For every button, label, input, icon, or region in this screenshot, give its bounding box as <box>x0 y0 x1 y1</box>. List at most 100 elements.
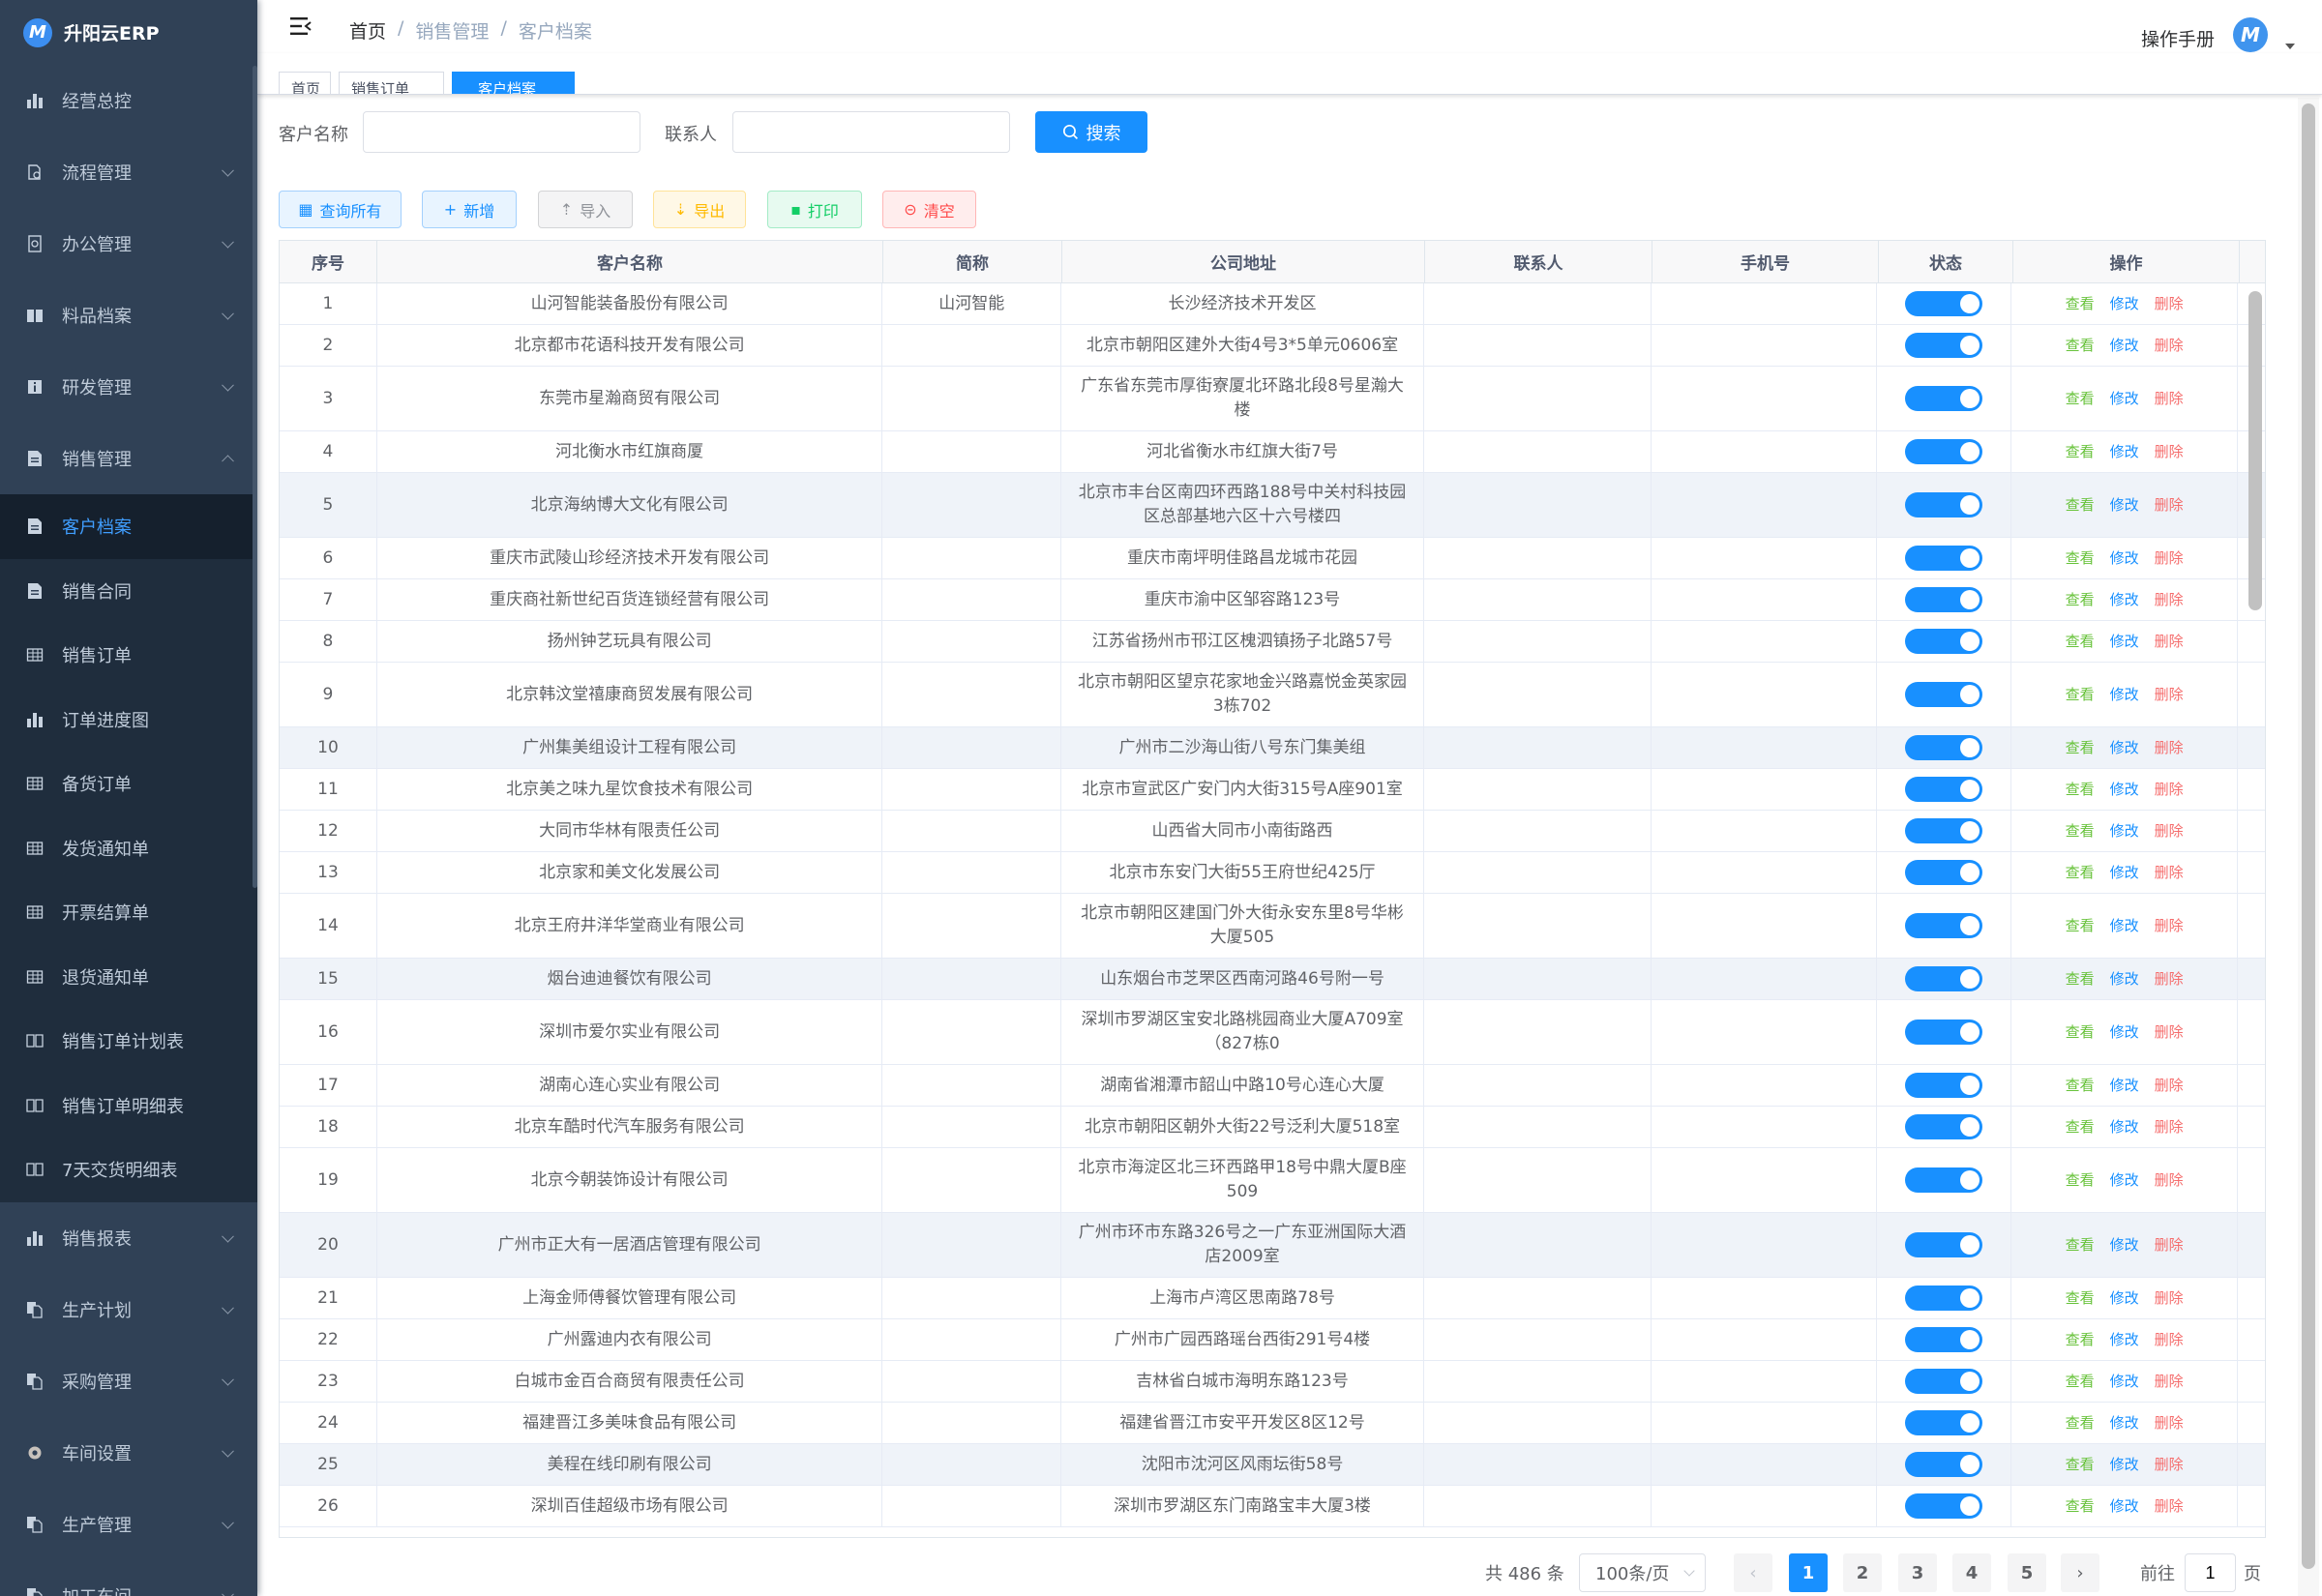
delete-link[interactable]: 删除 <box>2154 1413 2184 1432</box>
view-link[interactable]: 查看 <box>2065 1330 2095 1348</box>
sidebar-item[interactable]: 7天交货明细表 <box>0 1138 257 1202</box>
edit-link[interactable]: 修改 <box>2109 1372 2139 1390</box>
table-row[interactable]: 25 美程在线印刷有限公司 沈阳市沈河区风雨坛街58号 查看 修改 删除 <box>280 1444 2265 1486</box>
sidebar-item[interactable]: 备货订单 <box>0 752 257 816</box>
next-page-button[interactable]: › <box>2061 1553 2099 1592</box>
status-toggle[interactable] <box>1905 777 1983 802</box>
toolbar-button[interactable]: ⊝ 清空 <box>882 191 976 228</box>
status-toggle[interactable] <box>1905 629 1983 654</box>
breadcrumb-home[interactable]: 首页 <box>349 21 387 43</box>
edit-link[interactable]: 修改 <box>2109 916 2139 934</box>
view-link[interactable]: 查看 <box>2065 548 2095 567</box>
status-toggle[interactable] <box>1905 1369 1983 1394</box>
sidebar-item[interactable]: 研发管理 <box>0 351 257 423</box>
edit-link[interactable]: 修改 <box>2109 548 2139 567</box>
view-link[interactable]: 查看 <box>2065 780 2095 798</box>
view-link[interactable]: 查看 <box>2065 1496 2095 1515</box>
contact-input[interactable] <box>732 111 1010 153</box>
table-row[interactable]: 24 福建晋江多美味食品有限公司 福建省晋江市安平开发区8区12号 查看 修改 删除 <box>280 1403 2265 1444</box>
sidebar-item[interactable]: 销售订单明细表 <box>0 1073 257 1138</box>
toolbar-button[interactable]: + 新增 <box>422 191 517 228</box>
table-row[interactable]: 26 深圳百佳超级市场有限公司 深圳市罗湖区东门南路宝丰大厦3楼 查看 修改 删除 <box>280 1486 2265 1527</box>
sidebar-item[interactable]: 销售订单计划表 <box>0 1009 257 1074</box>
edit-link[interactable]: 修改 <box>2109 1170 2139 1189</box>
sidebar-item[interactable]: 订单进度图 <box>0 687 257 752</box>
delete-link[interactable]: 删除 <box>2154 916 2184 934</box>
status-toggle[interactable] <box>1905 439 1983 464</box>
status-toggle[interactable] <box>1905 291 1983 316</box>
delete-link[interactable]: 删除 <box>2154 1372 2184 1390</box>
delete-link[interactable]: 删除 <box>2154 590 2184 608</box>
table-row[interactable]: 23 白城市金百合商贸有限责任公司 吉林省白城市海明东路123号 查看 修改 删除 <box>280 1361 2265 1403</box>
table-row[interactable]: 3 东莞市星瀚商贸有限公司 广东省东莞市厚街寮厦北环路北段8号星瀚大楼 查看 修改 删除 <box>280 367 2265 431</box>
table-row[interactable]: 7 重庆商社新世纪百货连锁经营有限公司 重庆市渝中区邹容路123号 查看 修改 删除 <box>280 579 2265 621</box>
delete-link[interactable]: 删除 <box>2154 1170 2184 1189</box>
edit-link[interactable]: 修改 <box>2109 442 2139 460</box>
delete-link[interactable]: 删除 <box>2154 1022 2184 1041</box>
view-link[interactable]: 查看 <box>2065 1235 2095 1254</box>
edit-link[interactable]: 修改 <box>2109 1413 2139 1432</box>
delete-link[interactable]: 删除 <box>2154 548 2184 567</box>
status-toggle[interactable] <box>1905 682 1983 707</box>
view-link[interactable]: 查看 <box>2065 294 2095 312</box>
sidebar-item[interactable]: 客户档案 <box>0 494 257 559</box>
toolbar-button[interactable]: ▦ 查询所有 <box>279 191 402 228</box>
status-toggle[interactable] <box>1905 1073 1983 1098</box>
status-toggle[interactable] <box>1905 1410 1983 1435</box>
sidebar-item[interactable]: 车间设置 <box>0 1417 257 1489</box>
status-toggle[interactable] <box>1905 1327 1983 1352</box>
page-button[interactable]: 1 <box>1789 1553 1828 1592</box>
status-toggle[interactable] <box>1905 1020 1983 1045</box>
edit-link[interactable]: 修改 <box>2109 1022 2139 1041</box>
delete-link[interactable]: 删除 <box>2154 336 2184 354</box>
view-link[interactable]: 查看 <box>2065 821 2095 840</box>
delete-link[interactable]: 删除 <box>2154 1496 2184 1515</box>
edit-link[interactable]: 修改 <box>2109 738 2139 756</box>
table-row[interactable]: 18 北京车酷时代汽车服务有限公司 北京市朝阳区朝外大街22号泛利大厦518室 查看修… <box>280 1107 2265 1148</box>
view-link[interactable]: 查看 <box>2065 863 2095 881</box>
sidebar-item[interactable]: 退货通知单 <box>0 944 257 1009</box>
table-row[interactable]: 1 山河智能装备股份有限公司 山河智能 长沙经济技术开发区 查看 修改 删除 <box>280 283 2265 325</box>
sidebar-item[interactable]: 办公管理 <box>0 208 257 280</box>
view-link[interactable]: 查看 <box>2065 1372 2095 1390</box>
status-toggle[interactable] <box>1905 333 1983 358</box>
sidebar-item[interactable]: 采购管理 <box>0 1345 257 1417</box>
delete-link[interactable]: 删除 <box>2154 442 2184 460</box>
table-row[interactable]: 10 广州集美组设计工程有限公司 广州市二沙海山街八号东门集美组 查看 修改 删除 <box>280 727 2265 769</box>
delete-link[interactable]: 删除 <box>2154 821 2184 840</box>
page-scrollbar[interactable] <box>2298 98 2319 1596</box>
status-toggle[interactable] <box>1905 818 1983 843</box>
delete-link[interactable]: 删除 <box>2154 1076 2184 1094</box>
tag-home[interactable]: 首页 <box>279 72 331 94</box>
page-button[interactable]: 3 <box>1898 1553 1937 1592</box>
status-toggle[interactable] <box>1905 1232 1983 1257</box>
edit-link[interactable]: 修改 <box>2109 336 2139 354</box>
table-row[interactable]: 5 北京海纳博大文化有限公司 北京市丰台区南四环西路188号中关村科技园区总部基地六… <box>280 473 2265 538</box>
edit-link[interactable]: 修改 <box>2109 1330 2139 1348</box>
table-row[interactable]: 11 北京美之味九星饮食技术有限公司 北京市宣武区广安门内大街315号A座901室 查… <box>280 769 2265 811</box>
delete-link[interactable]: 删除 <box>2154 969 2184 988</box>
sidebar-item[interactable]: 加工车间 <box>0 1560 257 1596</box>
caret-down-icon[interactable] <box>2285 44 2295 49</box>
delete-link[interactable]: 删除 <box>2154 863 2184 881</box>
view-link[interactable]: 查看 <box>2065 685 2095 703</box>
status-toggle[interactable] <box>1905 1114 1983 1139</box>
table-row[interactable]: 17 湖南心连心实业有限公司 湖南省湘潭市韶山中路10号心连心大厦 查看 修改 删除 <box>280 1065 2265 1107</box>
view-link[interactable]: 查看 <box>2065 1022 2095 1041</box>
status-toggle[interactable] <box>1905 1493 1983 1519</box>
delete-link[interactable]: 删除 <box>2154 1330 2184 1348</box>
table-row[interactable]: 19 北京今朝装饰设计有限公司 北京市海淀区北三环西路甲18号中鼎大厦B座509 查看… <box>280 1148 2265 1213</box>
edit-link[interactable]: 修改 <box>2109 590 2139 608</box>
search-button[interactable]: 搜索 <box>1035 111 1147 153</box>
delete-link[interactable]: 删除 <box>2154 632 2184 650</box>
view-link[interactable]: 查看 <box>2065 1455 2095 1473</box>
edit-link[interactable]: 修改 <box>2109 780 2139 798</box>
tag-sales-order[interactable]: 销售订单 <box>339 72 444 94</box>
view-link[interactable]: 查看 <box>2065 389 2095 407</box>
page-button[interactable]: 2 <box>1843 1553 1882 1592</box>
view-link[interactable]: 查看 <box>2065 632 2095 650</box>
delete-link[interactable]: 删除 <box>2154 1235 2184 1254</box>
table-scrollbar[interactable] <box>2248 291 2262 610</box>
prev-page-button[interactable]: ‹ <box>1734 1553 1772 1592</box>
table-row[interactable]: 15 烟台迪迪餐饮有限公司 山东烟台市芝罘区西南河路46号附一号 查看 修改 删除 <box>280 959 2265 1000</box>
